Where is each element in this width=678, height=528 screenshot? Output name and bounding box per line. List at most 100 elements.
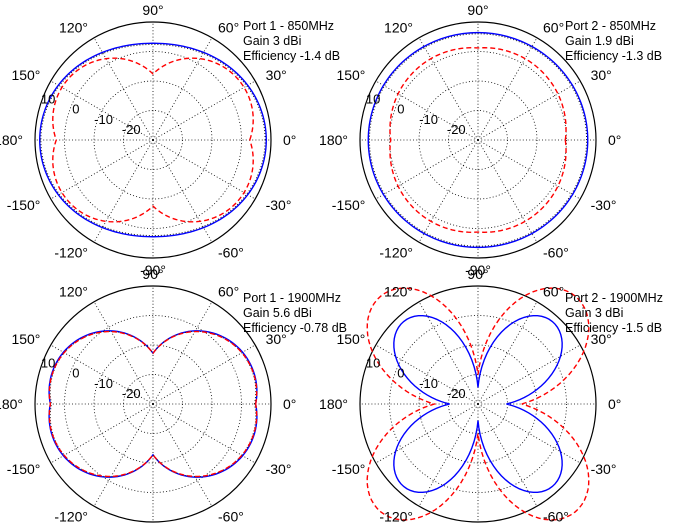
angle-label: 150° (336, 331, 365, 347)
angle-spoke (477, 403, 538, 507)
polar-plot-4: 0° 30° 60° 90° 120° 150° 180° -150° -120° -90° -60… (319, 266, 663, 528)
angle-spoke (50, 80, 154, 141)
angle-label: -150° (7, 197, 41, 213)
radial-label: -10 (419, 112, 438, 127)
angle-spoke (477, 403, 581, 464)
angle-label: -90° (140, 526, 166, 528)
angle-spoke (418, 301, 479, 405)
angle-label: -90° (140, 262, 166, 278)
angle-label: 150° (336, 67, 365, 83)
radial-label: 10 (366, 92, 380, 107)
angle-spoke (477, 37, 538, 141)
radial-grid-circle (389, 315, 567, 493)
angle-label: -60° (543, 245, 569, 261)
radial-grid-circle (64, 51, 242, 229)
angle-label: 120° (59, 283, 88, 299)
angle-label: 0° (608, 396, 621, 412)
angle-label: -150° (332, 461, 366, 477)
angle-label: 90° (142, 2, 163, 18)
plot-info-line: Port 2 - 850MHz (565, 19, 656, 33)
angle-spoke (93, 301, 154, 405)
trace-solid (39, 42, 267, 238)
plot-info-line: Efficiency -1.5 dB (565, 321, 662, 335)
radial-grid-circle (389, 51, 567, 229)
angle-spoke (418, 403, 479, 507)
angle-spoke (375, 139, 479, 200)
trace-dashed (52, 57, 254, 223)
angle-spoke (152, 344, 256, 405)
outer-ring (359, 21, 597, 259)
radial-grid-circle (93, 344, 213, 464)
angle-spoke (50, 403, 154, 464)
trace-dashed (389, 47, 567, 233)
angle-label: 60° (218, 19, 239, 35)
angle-spoke (375, 80, 479, 141)
angle-label: -30° (266, 461, 292, 477)
angle-label: 150° (11, 67, 40, 83)
radial-label: -20 (447, 386, 466, 401)
plot-info-line: Efficiency -1.4 dB (243, 49, 340, 63)
angle-spoke (418, 139, 479, 243)
plot-info-line: Port 1 - 1900MHz (243, 291, 341, 305)
angle-label: 0° (283, 132, 296, 148)
outer-ring (359, 285, 597, 523)
plot-info-line: Port 1 - 850MHz (243, 19, 334, 33)
radial-label: -10 (94, 376, 113, 391)
angle-label: 30° (266, 67, 287, 83)
radial-grid-circle (418, 344, 538, 464)
angle-spoke (152, 301, 213, 405)
angle-label: 180° (0, 396, 23, 412)
angle-label: -90° (465, 526, 491, 528)
plot-info-line: Efficiency -0.78 dB (243, 321, 347, 335)
angle-label: -30° (591, 461, 617, 477)
angle-spoke (477, 80, 581, 141)
angle-label: 90° (142, 266, 163, 282)
angle-label: -150° (7, 461, 41, 477)
angle-spoke (152, 403, 256, 464)
angle-label: -90° (465, 262, 491, 278)
angle-label: 30° (591, 67, 612, 83)
angle-label: -120° (54, 245, 88, 261)
angle-label: 90° (467, 266, 488, 282)
trace-dotted (49, 330, 257, 478)
angle-label: 120° (59, 19, 88, 35)
angle-label: 0° (608, 132, 621, 148)
angle-spoke (50, 344, 154, 405)
angle-label: -120° (379, 509, 413, 525)
outer-ring (34, 21, 272, 259)
angle-label: 30° (266, 331, 287, 347)
angle-spoke (93, 139, 154, 243)
trace-dotted (368, 33, 588, 247)
angle-label: 120° (384, 283, 413, 299)
radial-label: 10 (41, 356, 55, 371)
polar-plot-2: 0° 30° 60° 90° 120° 150° 180° -150° -120° -90° -60… (319, 2, 662, 278)
angle-label: 60° (543, 19, 564, 35)
plot-info-line: Efficiency -1.3 dB (565, 49, 662, 63)
angle-label: 180° (0, 132, 23, 148)
outer-ring (34, 285, 272, 523)
angle-spoke (477, 139, 581, 200)
radial-grid-circle (418, 80, 538, 200)
angle-label: 90° (467, 2, 488, 18)
radial-label: -20 (122, 386, 141, 401)
angle-spoke (152, 139, 256, 200)
angle-label: 150° (11, 331, 40, 347)
plot-info-line: Gain 3 dBi (243, 34, 301, 48)
plot-info-line: Gain 1.9 dBi (565, 34, 634, 48)
angle-label: -60° (218, 245, 244, 261)
angle-label: -120° (379, 245, 413, 261)
angle-label: -30° (591, 197, 617, 213)
angle-label: -60° (218, 509, 244, 525)
plot-info-line: Gain 5.6 dBi (243, 306, 312, 320)
radial-label: -20 (122, 122, 141, 137)
plot-info-line: Port 2 - 1900MHz (565, 291, 663, 305)
angle-label: 180° (319, 396, 348, 412)
radial-label: 0 (397, 102, 404, 117)
angle-label: 120° (384, 19, 413, 35)
radial-label: 0 (72, 366, 79, 381)
trace-dashed (48, 330, 258, 478)
radial-label: 0 (397, 366, 404, 381)
polar-plot-1: 0° 30° 60° 90° 120° 150° 180° -150° -120° -90° -60… (0, 2, 340, 278)
radial-label: 10 (366, 356, 380, 371)
